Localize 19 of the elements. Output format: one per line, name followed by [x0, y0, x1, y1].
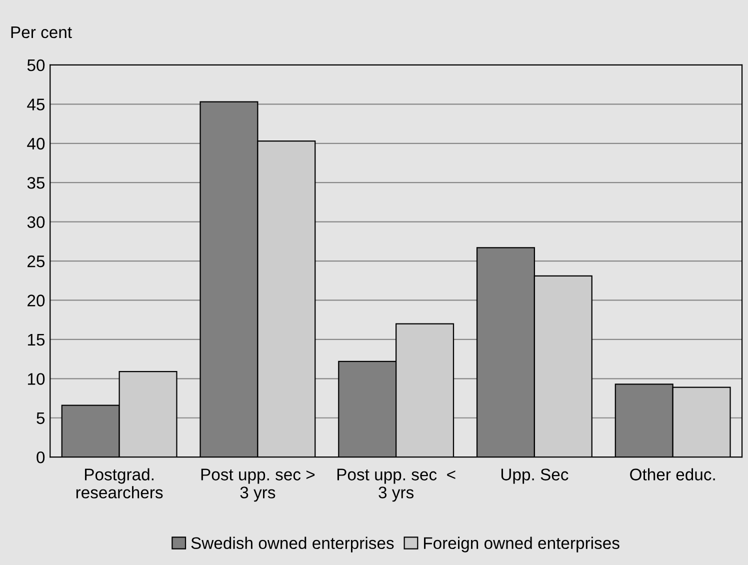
x-tick-label: Post upp. sec < 3 yrs — [337, 468, 456, 502]
y-tick-label: 40 — [27, 138, 45, 150]
legend-label: Foreign owned enterprises — [424, 536, 620, 552]
y-tick-label: 35 — [27, 177, 45, 189]
x-tick-label: Post upp. sec > 3 yrs — [201, 468, 315, 502]
y-axis-title: Per cent — [11, 26, 72, 38]
y-tick-label: 5 — [36, 412, 45, 424]
x-tick-label: Other educ. — [630, 468, 715, 480]
y-tick-label: 10 — [28, 373, 45, 385]
y-tick-label: 25 — [28, 255, 45, 268]
x-tick-label: Postgrad. researchers — [76, 468, 163, 498]
y-tick-label: 45 — [27, 98, 45, 110]
legend-label: Swedish owned enterprises — [191, 536, 394, 552]
y-tick-label: 0 — [36, 451, 45, 464]
y-tick-label: 30 — [27, 216, 45, 228]
y-tick-label: 20 — [28, 294, 45, 306]
x-tick-label: Upp. Sec — [501, 468, 568, 484]
y-tick-label: 50 — [27, 59, 45, 72]
y-tick-label: 15 — [28, 334, 45, 346]
